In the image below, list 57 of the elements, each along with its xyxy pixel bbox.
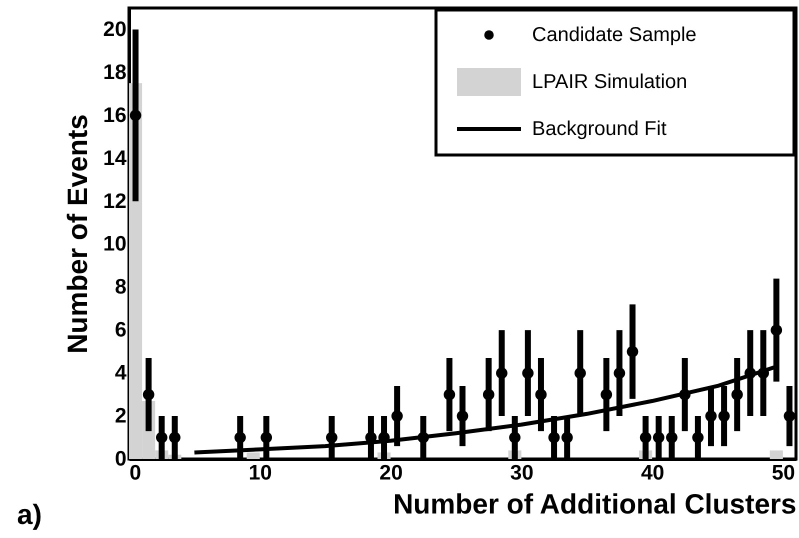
point [391,410,403,422]
y-tick-label: 16 [103,104,126,127]
point [652,432,664,444]
y-tick-label: 6 [114,318,126,342]
point [731,388,743,400]
point [444,388,456,400]
y-axis-title: Number of Events [62,114,94,354]
y-tick-label: 2 [114,404,126,428]
y-tick-label: 4 [114,362,127,385]
y-tick-label: 12 [103,190,126,213]
point [561,432,573,444]
x-tick-label: 30 [510,462,534,484]
legend-label: Background Fit [532,118,667,140]
legend-label: LPAIR Simulation [532,71,688,93]
x-tick-label: 40 [640,462,664,484]
point [679,388,691,400]
legend-label: Candidate Sample [532,24,697,46]
point [614,367,626,379]
text: a) [17,499,42,530]
x-tick-label: 10 [248,462,272,484]
point [509,432,521,444]
point [626,346,638,358]
point [640,432,652,444]
point [156,432,168,444]
x-tick-label: 50 [772,462,796,484]
x-tick-label: 20 [379,462,403,484]
point [169,432,180,444]
point [705,410,717,422]
x-tick-label: 0 [130,462,142,484]
point [692,432,704,444]
point [130,110,142,122]
point [718,410,730,422]
y-tick-label: 18 [103,60,127,84]
point [142,388,154,400]
y-tick-label: 10 [103,232,126,256]
point [418,432,429,444]
point [456,410,468,422]
point [234,432,246,444]
y-tick-label: 20 [103,18,126,41]
point [548,432,560,444]
point [770,324,782,336]
y-tick-label: 8 [114,276,127,299]
point [600,388,612,400]
point [574,367,586,379]
point [758,367,770,379]
point [482,388,494,400]
x-axis-title: Number of Additional Clusters [393,488,796,520]
point [744,367,756,379]
point [666,432,678,444]
point [326,432,338,444]
y-tick-label: 0 [114,448,126,470]
point [535,388,547,400]
point [496,367,508,379]
point [260,432,272,444]
point [522,367,534,379]
point [784,410,796,422]
y-tick-label: 14 [103,146,127,170]
